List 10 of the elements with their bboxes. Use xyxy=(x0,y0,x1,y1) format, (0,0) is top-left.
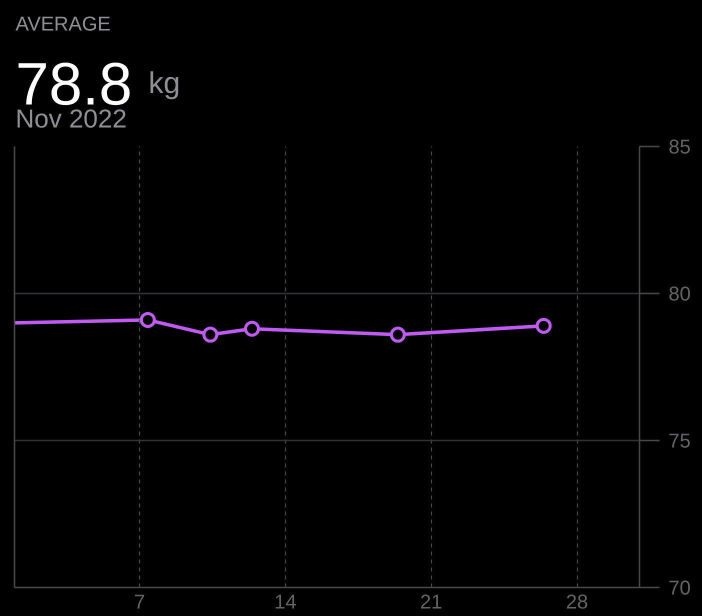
y-tick-label: 70 xyxy=(668,578,691,600)
x-tick-label: 21 xyxy=(420,592,442,614)
text: kg xyxy=(148,67,180,100)
y-tick-label: 80 xyxy=(668,284,691,306)
y-tick-label: 75 xyxy=(668,430,691,452)
x-tick-label: 7 xyxy=(134,592,146,614)
x-tick-label: 14 xyxy=(274,592,296,614)
x-tick-label: 28 xyxy=(566,592,588,614)
text: AVERAGE xyxy=(16,14,111,36)
y-tick-label: 85 xyxy=(668,136,691,158)
